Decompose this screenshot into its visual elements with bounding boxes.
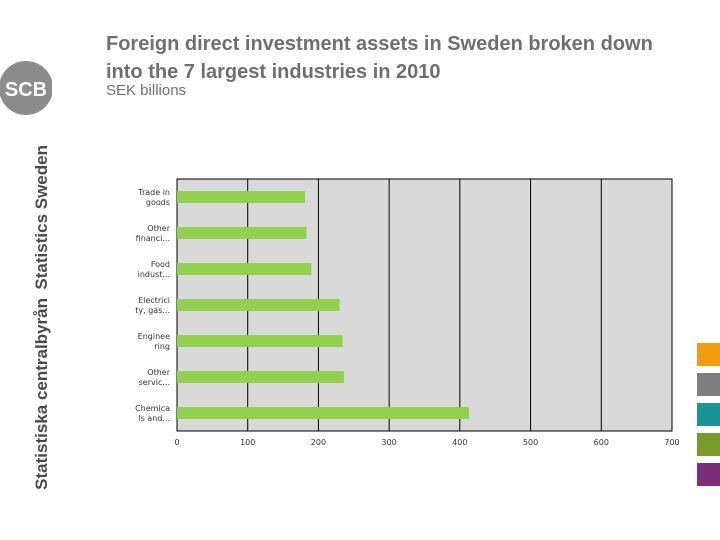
y-category-label: Other servic... [139, 368, 171, 387]
bar [177, 299, 340, 311]
color-swatch [697, 403, 720, 426]
x-tick-label: 600 [594, 438, 609, 447]
chart-title: Foreign direct investment assets in Swed… [106, 33, 653, 83]
color-swatch [697, 433, 720, 456]
x-tick-label: 300 [382, 438, 397, 447]
color-swatch [697, 463, 720, 486]
color-swatch [697, 343, 720, 366]
x-tick-label: 0 [174, 438, 179, 447]
x-tick-label: 700 [664, 438, 679, 447]
chart-subtitle: SEK billions [106, 82, 187, 99]
scb-logo: SCB [0, 61, 52, 115]
y-category-label: Trade in goods [137, 188, 170, 207]
bar [177, 371, 344, 383]
x-tick-label: 100 [240, 438, 255, 447]
bar [177, 335, 343, 347]
color-swatch [697, 373, 720, 396]
y-category-label: Enginee ring [138, 332, 170, 351]
x-tick-label: 400 [452, 438, 467, 447]
bar [177, 227, 307, 239]
x-tick-label: 500 [523, 438, 538, 447]
bar [177, 263, 312, 275]
y-category-label: Electrici ty, gas... [135, 296, 170, 315]
y-category-label: Other financi... [136, 224, 171, 243]
x-tick-label: 200 [311, 438, 326, 447]
bar [177, 407, 470, 419]
bar [177, 191, 305, 203]
y-category-label: Chemica ls and... [135, 404, 170, 423]
scb-logo-circle [0, 61, 52, 115]
scb-logo-text: SCB [5, 79, 47, 101]
y-category-label: Food indust... [138, 260, 170, 279]
